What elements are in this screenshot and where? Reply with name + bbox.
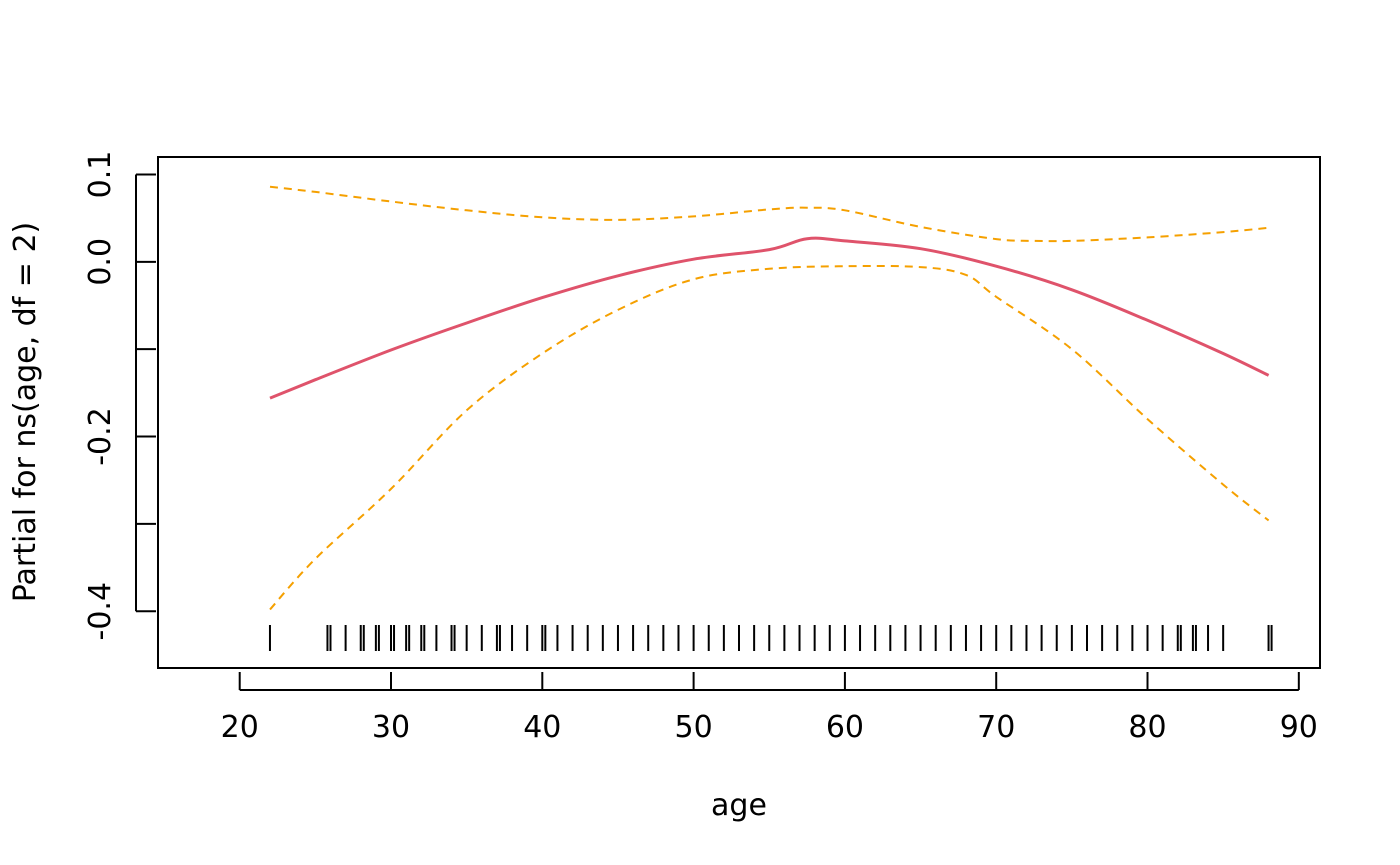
x-tick-label: 70 xyxy=(977,710,1015,745)
x-tick-label: 40 xyxy=(523,710,561,745)
y-tick-label: 0.1 xyxy=(83,151,118,199)
x-tick-label: 80 xyxy=(1128,710,1166,745)
x-tick-label: 20 xyxy=(221,710,259,745)
y-tick-label: 0.0 xyxy=(83,238,118,286)
x-tick-label: 50 xyxy=(675,710,713,745)
y-tick-label: -0.2 xyxy=(83,407,118,466)
y-tick-label: -0.4 xyxy=(83,582,118,641)
series-upper-band xyxy=(269,185,1269,243)
series-layer xyxy=(269,185,1270,611)
series-lower-band xyxy=(269,264,1270,611)
x-tick-label: 60 xyxy=(826,710,864,745)
y-axis: 0.1 0.0 -0.2 -0.4 xyxy=(83,151,156,641)
x-tick-label: 90 xyxy=(1280,710,1318,745)
rug-marks xyxy=(268,625,1273,651)
y-axis-title: Partial for ns(age, df = 2) xyxy=(8,222,43,603)
x-axis-title: age xyxy=(711,788,767,823)
plot-frame xyxy=(157,156,1321,669)
series-fit xyxy=(269,236,1270,400)
x-axis: 20 30 40 50 60 70 80 90 xyxy=(221,672,1318,745)
x-tick-label: 30 xyxy=(372,710,410,745)
